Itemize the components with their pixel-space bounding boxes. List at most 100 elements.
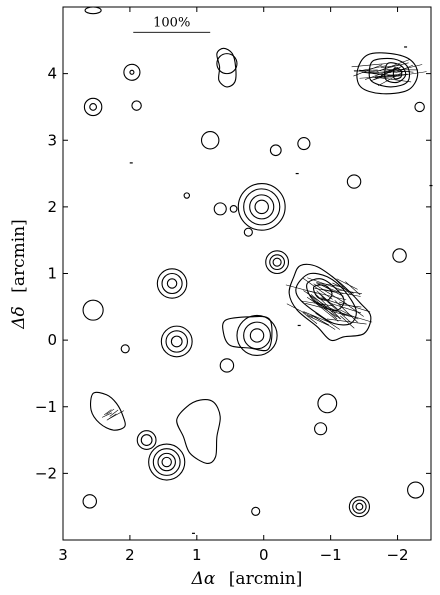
contour-source-19-level-1 [243, 321, 271, 350]
vector-field-1-segment-18 [351, 63, 388, 68]
contour-source-20-level-0 [219, 358, 235, 373]
vector-field-0-segment-41 [300, 300, 335, 307]
contour-blob-1 [176, 399, 221, 464]
vector-field-0-segment-43 [308, 290, 347, 301]
vector-field-1-segment-23 [382, 69, 414, 73]
vector-field-1-segment-25 [372, 69, 398, 73]
contour-source-25-level-0 [148, 443, 186, 481]
x-tick-label-4: −1 [320, 546, 342, 564]
contour-source-5-level-0 [200, 131, 220, 150]
contour-source-9-level-3 [254, 199, 269, 215]
vector-field-2-segment-5 [106, 408, 115, 415]
vector-field-2-segment-0 [101, 412, 113, 418]
contour-source-8-level-0 [346, 174, 362, 189]
contour-source-1-level-0 [123, 63, 141, 81]
vector-field-0-segment-34 [315, 294, 342, 320]
plot-frame [62, 6, 432, 541]
contour-source-25-level-2 [157, 452, 176, 472]
contour-source-24-level-0 [136, 430, 157, 450]
contour-complex-0-level-1 [295, 272, 357, 326]
contour-source-9-level-2 [249, 194, 275, 220]
vector-field-0-segment-42 [316, 282, 344, 288]
vector-field-0-segment-30 [315, 313, 340, 330]
vector-field-0-segment-32 [302, 312, 318, 324]
vector-field-1-segment-12 [379, 77, 412, 83]
x-axis-label: Δα [arcmin] [191, 569, 303, 589]
contour-blob-3 [222, 315, 273, 352]
contour-source-29-level-0 [407, 481, 425, 499]
vector-field-1-segment-29 [380, 64, 400, 68]
vector-field-0-segment-39 [313, 300, 349, 317]
contour-source-9-level-0 [237, 183, 286, 231]
contour-source-21-level-0 [120, 344, 130, 354]
vector-field-0-segment-31 [343, 301, 364, 317]
contour-source-11-level-0 [229, 204, 238, 213]
marker-layer [129, 46, 433, 534]
vector-field-1-segment-16 [375, 74, 397, 77]
vector-field-2-segment-2 [104, 409, 112, 416]
vector-field-0-segment-29 [314, 287, 336, 293]
contour-source-14-level-2 [272, 257, 282, 267]
contour-source-25-level-3 [161, 456, 172, 468]
contour-complex-0-level-0 [288, 263, 372, 342]
y-axis-symbol: Δδ [9, 306, 29, 330]
contour-blob-0 [216, 47, 237, 88]
vector-field-0-segment-21 [327, 302, 362, 314]
vector-field-2-segment-4 [109, 409, 119, 417]
y-tick-label-5: −1 [35, 398, 57, 416]
contour-source-24-level-1 [140, 434, 153, 446]
contour-source-3-level-0 [131, 100, 142, 111]
contour-source-27-level-0 [82, 494, 98, 509]
contour-source-15-level-2 [166, 278, 178, 289]
vector-field-0-segment-35 [313, 283, 347, 305]
contour-source-19-level-2 [249, 328, 265, 343]
contour-complex-1-level-0 [356, 52, 419, 95]
vector-field-0-segment-44 [307, 277, 342, 291]
contour-source-2-level-1 [89, 103, 98, 111]
axis-ticks: 3 2 1 0 −1 −2 4 3 2 1 0 −1 −2 [35, 7, 431, 564]
vector-field-0-segment-38 [334, 300, 358, 323]
scale-bar-label: 100% [153, 15, 190, 30]
vector-field-1-segment-14 [383, 75, 401, 78]
vector-field-0-segment-3 [306, 315, 329, 326]
contour-layer [82, 6, 425, 518]
contour-source-18-level-2 [170, 335, 183, 348]
contour-source-16-level-0 [392, 248, 407, 263]
y-tick-label-4: 0 [47, 331, 57, 349]
contour-source-23-level-0 [314, 422, 328, 436]
contour-source-6-level-0 [269, 144, 282, 157]
contour-source-14-level-1 [269, 254, 286, 271]
vector-field-0-segment-33 [310, 314, 330, 326]
contour-complex-0-level-3 [313, 284, 333, 301]
x-tick-label-5: −2 [386, 546, 408, 564]
vector-field-0-segment-37 [345, 281, 361, 296]
contour-source-28-level-0 [251, 506, 261, 516]
contour-blob-2 [90, 391, 126, 431]
contour-source-30-level-0 [414, 101, 425, 113]
contour-complex-0-level-2 [306, 278, 345, 311]
contour-source-12-level-0 [183, 192, 191, 199]
scale-bar: 100% [133, 15, 211, 33]
vector-field-1-segment-27 [372, 72, 393, 76]
contour-source-10-level-0 [213, 202, 227, 216]
vector-field-1-segment-11 [374, 74, 402, 79]
vector-field-0-segment-10 [321, 296, 351, 323]
vector-field-1-segment-20 [387, 64, 423, 74]
x-tick-label-3: 0 [259, 546, 269, 564]
vector-field-0-segment-28 [340, 315, 355, 329]
contour-source-18-level-1 [165, 330, 189, 353]
y-tick-label-0: 4 [47, 65, 57, 83]
vector-field-1-segment-28 [376, 59, 410, 72]
y-tick-label-3: 1 [47, 265, 57, 283]
polarization-vector-layer [101, 59, 427, 421]
contour-source-25-level-1 [152, 448, 181, 476]
vector-field-0-segment-8 [336, 278, 358, 290]
contour-source-4-level-0 [216, 53, 238, 75]
vector-field-1-segment-2 [373, 66, 402, 81]
vector-field-0-segment-40 [310, 294, 341, 320]
y-tick-label-2: 2 [47, 198, 57, 216]
vector-field-0-segment-26 [339, 312, 373, 323]
vector-field-0-segment-14 [338, 301, 371, 313]
vector-field-1-segment-26 [358, 65, 386, 72]
